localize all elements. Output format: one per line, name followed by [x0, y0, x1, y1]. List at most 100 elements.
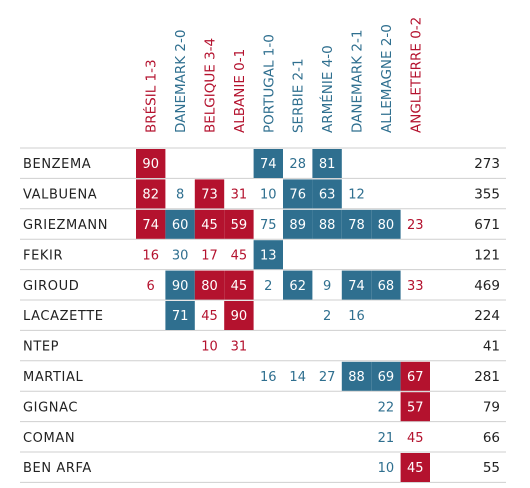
minutes-value: 67 [407, 370, 424, 385]
minutes-value: 28 [289, 157, 306, 172]
total-minutes: 41 [483, 339, 500, 355]
minutes-value: 2 [264, 279, 272, 294]
match-header: ALBANIE 0-1 [232, 49, 248, 133]
starter-cell [253, 149, 283, 178]
starter-cell [165, 270, 195, 300]
total-minutes: 224 [474, 308, 500, 324]
match-header: DANEMARK 2-1 [350, 30, 366, 133]
minutes-value: 76 [289, 188, 306, 203]
match-header: SERBIE 2-1 [291, 58, 307, 133]
minutes-value: 80 [378, 218, 395, 233]
minutes-value: 59 [231, 218, 248, 233]
minutes-value: 17 [201, 248, 218, 263]
minutes-value: 75 [260, 218, 277, 233]
minutes-value: 78 [348, 218, 365, 233]
starter-cell [194, 270, 225, 300]
player-name: COMAN [23, 431, 75, 446]
minutes-value: 13 [260, 248, 277, 263]
minutes-value: 31 [231, 188, 248, 203]
player-name: GRIEZMANN [23, 218, 108, 233]
starter-cell [283, 209, 313, 239]
player-name: GIGNAC [23, 400, 78, 415]
match-header: ALLEMAGNE 2-0 [379, 24, 395, 133]
minutes-value: 69 [378, 370, 395, 385]
player-name: VALBUENA [23, 188, 97, 203]
starter-cell [283, 179, 313, 209]
player-name: NTEP [23, 340, 59, 355]
minutes-value: 16 [348, 309, 365, 324]
starter-cell [312, 179, 342, 209]
starter-cell [371, 270, 401, 300]
minutes-value: 71 [172, 309, 189, 324]
starter-cell [371, 361, 401, 391]
minutes-value: 90 [231, 309, 248, 324]
starter-cell [400, 392, 430, 422]
starter-cell [341, 270, 372, 300]
minutes-value: 88 [319, 218, 336, 233]
starter-cell [341, 361, 372, 391]
total-minutes: 671 [474, 217, 500, 233]
minutes-value: 45 [407, 431, 424, 446]
minutes-value: 10 [378, 461, 395, 476]
match-header: PORTUGAL 1-0 [261, 34, 277, 133]
player-name: LACAZETTE [23, 309, 104, 324]
minutes-value: 74 [348, 279, 365, 294]
minutes-value: 45 [201, 218, 218, 233]
minutes-value: 60 [172, 218, 189, 233]
minutes-value: 30 [172, 248, 189, 263]
total-minutes: 66 [483, 430, 500, 446]
minutes-value: 2 [323, 309, 331, 324]
match-header: BRÉSIL 1-3 [143, 59, 160, 133]
minutes-value: 81 [319, 157, 336, 172]
total-minutes: 469 [474, 278, 500, 294]
minutes-value: 68 [378, 279, 395, 294]
total-minutes: 281 [474, 369, 500, 385]
minutes-value: 63 [319, 188, 336, 203]
minutes-value: 88 [348, 370, 365, 385]
minutes-value: 16 [142, 248, 159, 263]
starter-cell [224, 270, 254, 300]
total-minutes: 121 [474, 247, 500, 263]
starter-cell [312, 209, 342, 239]
starter-cell [312, 149, 342, 178]
starter-cell [136, 209, 166, 239]
player-name: GIROUD [23, 279, 79, 294]
minutes-value: 74 [260, 157, 277, 172]
match-header: ANGLETERRE 0-2 [408, 17, 424, 133]
starter-cell [194, 209, 225, 239]
minutes-value: 16 [260, 370, 277, 385]
minutes-value: 90 [142, 157, 159, 172]
minutes-value: 31 [231, 340, 248, 355]
player-name: FEKIR [23, 248, 63, 263]
starter-cell [224, 209, 254, 239]
minutes-value: 45 [407, 461, 424, 476]
minutes-value: 12 [348, 188, 365, 203]
minutes-value: 82 [142, 188, 159, 203]
minutes-value: 89 [289, 218, 306, 233]
minutes-value: 45 [231, 248, 248, 263]
starter-cell [136, 179, 166, 209]
starter-cell [165, 209, 195, 239]
total-minutes: 273 [474, 156, 500, 172]
minutes-value: 10 [201, 340, 218, 355]
minutes-value: 57 [407, 400, 424, 415]
minutes-value: 27 [319, 370, 336, 385]
minutes-value: 6 [147, 279, 155, 294]
player-name: BEN ARFA [23, 461, 92, 476]
minutes-value: 73 [201, 188, 218, 203]
minutes-value: 74 [142, 218, 159, 233]
starter-cell [224, 301, 254, 330]
minutes-value: 8 [176, 188, 184, 203]
player-name: BENZEMA [23, 157, 91, 172]
minutes-value: 21 [378, 431, 395, 446]
minutes-value: 9 [323, 279, 331, 294]
minutes-value: 23 [407, 218, 424, 233]
minutes-value: 14 [289, 370, 306, 385]
minutes-value: 62 [289, 279, 306, 294]
starter-cell [400, 453, 430, 482]
minutes-value: 33 [407, 279, 424, 294]
total-minutes: 355 [474, 187, 500, 203]
minutes-value: 80 [201, 279, 218, 294]
starter-cell [371, 209, 401, 239]
